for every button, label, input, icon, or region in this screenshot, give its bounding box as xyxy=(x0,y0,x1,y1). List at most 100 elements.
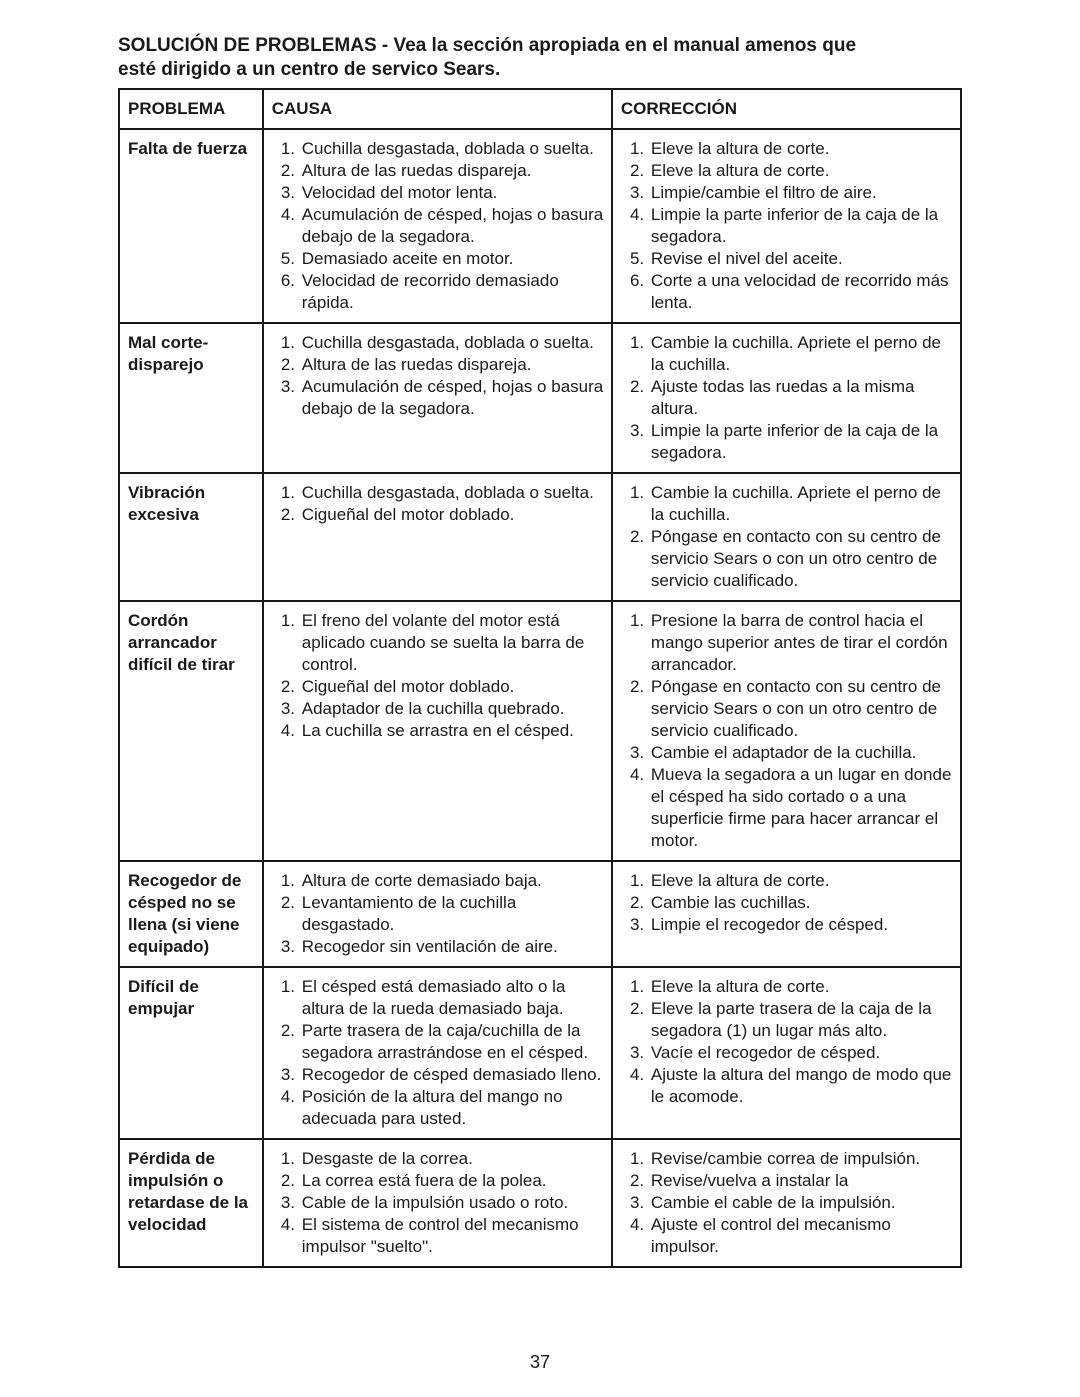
causa-list: Cuchilla desgastada, doblada o suelta.Al… xyxy=(272,332,605,420)
list-item: Limpie la parte inferior de la caja de l… xyxy=(649,420,954,464)
list-item: Recogedor de césped demasiado lleno. xyxy=(300,1064,605,1086)
cell-causa: Cuchilla desgastada, doblada o suelta.Al… xyxy=(263,129,612,323)
table-row: Vibración excesiva Cuchilla desgastada, d… xyxy=(119,473,961,601)
correccion-list: Revise/cambie correa de impulsión.Revise… xyxy=(621,1148,954,1258)
cell-correccion: Revise/cambie correa de impulsión.Revise… xyxy=(612,1139,961,1267)
cell-causa: El césped está demasiado alto o la altur… xyxy=(263,967,612,1139)
cell-correccion: Cambie la cuchilla. Apriete el perno de … xyxy=(612,473,961,601)
causa-list: Cuchilla desgastada, doblada o suelta.Al… xyxy=(272,138,605,314)
list-item: Parte trasera de la caja/cuchilla de la … xyxy=(300,1020,605,1064)
list-item: Cigueñal del motor doblado. xyxy=(300,676,605,698)
problema-label: Difícil de empujar xyxy=(128,976,256,1020)
list-item: El freno del volante del motor está apli… xyxy=(300,610,605,676)
cell-causa: Altura de corte demasiado baja.Levantami… xyxy=(263,861,612,967)
table-row: Recogedor de césped no se llena (si vien… xyxy=(119,861,961,967)
list-item: Limpie el recogedor de césped. xyxy=(649,914,954,936)
problema-label: Pérdida de impulsión o retardase de la v… xyxy=(128,1148,256,1236)
list-item: Altura de las ruedas dispareja. xyxy=(300,160,605,182)
header-correccion: CORRECCIÓN xyxy=(612,89,961,129)
list-item: Eleve la parte trasera de la caja de la … xyxy=(649,998,954,1042)
list-item: Limpie la parte inferior de la caja de l… xyxy=(649,204,954,248)
cell-correccion: Eleve la altura de corte.Eleve la altura… xyxy=(612,129,961,323)
list-item: Acumulación de césped, hojas o basura de… xyxy=(300,376,605,420)
list-item: Revise/vuelva a instalar la xyxy=(649,1170,954,1192)
cell-correccion: Eleve la altura de corte.Eleve la parte … xyxy=(612,967,961,1139)
heading-line-2: esté dirigido a un centro de servico Sea… xyxy=(118,59,500,80)
list-item: Cuchilla desgastada, doblada o suelta. xyxy=(300,482,605,504)
list-item: Eleve la altura de corte. xyxy=(649,976,954,998)
cell-causa: El freno del volante del motor está apli… xyxy=(263,601,612,861)
table-row: Cordón arrancador difícil de tirar El fre… xyxy=(119,601,961,861)
problema-label: Falta de fuerza xyxy=(128,138,256,160)
cell-problema: Mal corte- disparejo xyxy=(119,323,263,473)
header-causa: CAUSA xyxy=(263,89,612,129)
list-item: Mueva la segadora a un lugar en donde el… xyxy=(649,764,954,852)
page-number: 37 xyxy=(0,1352,1080,1373)
cell-problema: Falta de fuerza xyxy=(119,129,263,323)
list-item: Altura de las ruedas dispareja. xyxy=(300,354,605,376)
problema-label: Cordón arrancador difícil de tirar xyxy=(128,610,256,676)
list-item: Ajuste la altura del mango de modo que l… xyxy=(649,1064,954,1108)
cell-problema: Difícil de empujar xyxy=(119,967,263,1139)
list-item: Vacíe el recogedor de césped. xyxy=(649,1042,954,1064)
list-item: Levantamiento de la cuchilla desgastado. xyxy=(300,892,605,936)
cell-problema: Recogedor de césped no se llena (si vien… xyxy=(119,861,263,967)
list-item: Póngase en contacto con su centro de ser… xyxy=(649,676,954,742)
table-body: Falta de fuerza Cuchilla desgastada, dobl… xyxy=(119,129,961,1267)
list-item: Póngase en contacto con su centro de ser… xyxy=(649,526,954,592)
correccion-list: Eleve la altura de corte.Eleve la altura… xyxy=(621,138,954,314)
cell-problema: Vibración excesiva xyxy=(119,473,263,601)
problema-label: Vibración excesiva xyxy=(128,482,256,526)
list-item: Ajuste el control del mecanismo impulsor… xyxy=(649,1214,954,1258)
list-item: Cigueñal del motor doblado. xyxy=(300,504,605,526)
list-item: Revise/cambie correa de impulsión. xyxy=(649,1148,954,1170)
cell-causa: Cuchilla desgastada, doblada o suelta.Al… xyxy=(263,323,612,473)
cell-problema: Pérdida de impulsión o retardase de la v… xyxy=(119,1139,263,1267)
page: SOLUCIÓN DE PROBLEMAS - Vea la sección a… xyxy=(0,0,1080,1397)
cell-problema: Cordón arrancador difícil de tirar xyxy=(119,601,263,861)
causa-list: Cuchilla desgastada, doblada o suelta.Ci… xyxy=(272,482,605,526)
list-item: Demasiado aceite en motor. xyxy=(300,248,605,270)
list-item: Cambie la cuchilla. Apriete el perno de … xyxy=(649,332,954,376)
correccion-list: Eleve la altura de corte.Eleve la parte … xyxy=(621,976,954,1108)
list-item: Presione la barra de control hacia el ma… xyxy=(649,610,954,676)
correccion-list: Presione la barra de control hacia el ma… xyxy=(621,610,954,852)
causa-list: Altura de corte demasiado baja.Levantami… xyxy=(272,870,605,958)
cell-correccion: Eleve la altura de corte.Cambie las cuch… xyxy=(612,861,961,967)
list-item: Velocidad del motor lenta. xyxy=(300,182,605,204)
list-item: Velocidad de recorrido demasiado rápida. xyxy=(300,270,605,314)
causa-list: Desgaste de la correa.La correa está fue… xyxy=(272,1148,605,1258)
correccion-list: Eleve la altura de corte.Cambie las cuch… xyxy=(621,870,954,936)
correccion-list: Cambie la cuchilla. Apriete el perno de … xyxy=(621,482,954,592)
cell-correccion: Presione la barra de control hacia el ma… xyxy=(612,601,961,861)
list-item: El sistema de control del mecanismo impu… xyxy=(300,1214,605,1258)
cell-correccion: Cambie la cuchilla. Apriete el perno de … xyxy=(612,323,961,473)
list-item: Cuchilla desgastada, doblada o suelta. xyxy=(300,332,605,354)
table-row: Pérdida de impulsión o retardase de la v… xyxy=(119,1139,961,1267)
cell-causa: Cuchilla desgastada, doblada o suelta.Ci… xyxy=(263,473,612,601)
list-item: Corte a una velocidad de recorrido más l… xyxy=(649,270,954,314)
list-item: Cambie el adaptador de la cuchilla. xyxy=(649,742,954,764)
list-item: Altura de corte demasiado baja. xyxy=(300,870,605,892)
list-item: Cambie la cuchilla. Apriete el perno de … xyxy=(649,482,954,526)
troubleshoot-table: PROBLEMA CAUSA CORRECCIÓN Falta de fuerz… xyxy=(118,88,962,1268)
causa-list: El freno del volante del motor está apli… xyxy=(272,610,605,742)
list-item: Posición de la altura del mango no adecu… xyxy=(300,1086,605,1130)
cell-causa: Desgaste de la correa.La correa está fue… xyxy=(263,1139,612,1267)
problema-label: Mal corte- disparejo xyxy=(128,332,256,376)
header-problema: PROBLEMA xyxy=(119,89,263,129)
list-item: Cuchilla desgastada, doblada o suelta. xyxy=(300,138,605,160)
list-item: Cable de la impulsión usado o roto. xyxy=(300,1192,605,1214)
list-item: La correa está fuera de la polea. xyxy=(300,1170,605,1192)
list-item: Adaptador de la cuchilla quebrado. xyxy=(300,698,605,720)
list-item: Eleve la altura de corte. xyxy=(649,160,954,182)
table-row: Falta de fuerza Cuchilla desgastada, dobl… xyxy=(119,129,961,323)
table-header-row: PROBLEMA CAUSA CORRECCIÓN xyxy=(119,89,961,129)
list-item: La cuchilla se arrastra en el césped. xyxy=(300,720,605,742)
list-item: Limpie/cambie el filtro de aire. xyxy=(649,182,954,204)
heading-line-1: SOLUCIÓN DE PROBLEMAS - Vea la sección a… xyxy=(118,35,856,56)
correccion-list: Cambie la cuchilla. Apriete el perno de … xyxy=(621,332,954,464)
list-item: El césped está demasiado alto o la altur… xyxy=(300,976,605,1020)
list-item: Desgaste de la correa. xyxy=(300,1148,605,1170)
section-heading: SOLUCIÓN DE PROBLEMAS - Vea la sección a… xyxy=(118,34,962,82)
